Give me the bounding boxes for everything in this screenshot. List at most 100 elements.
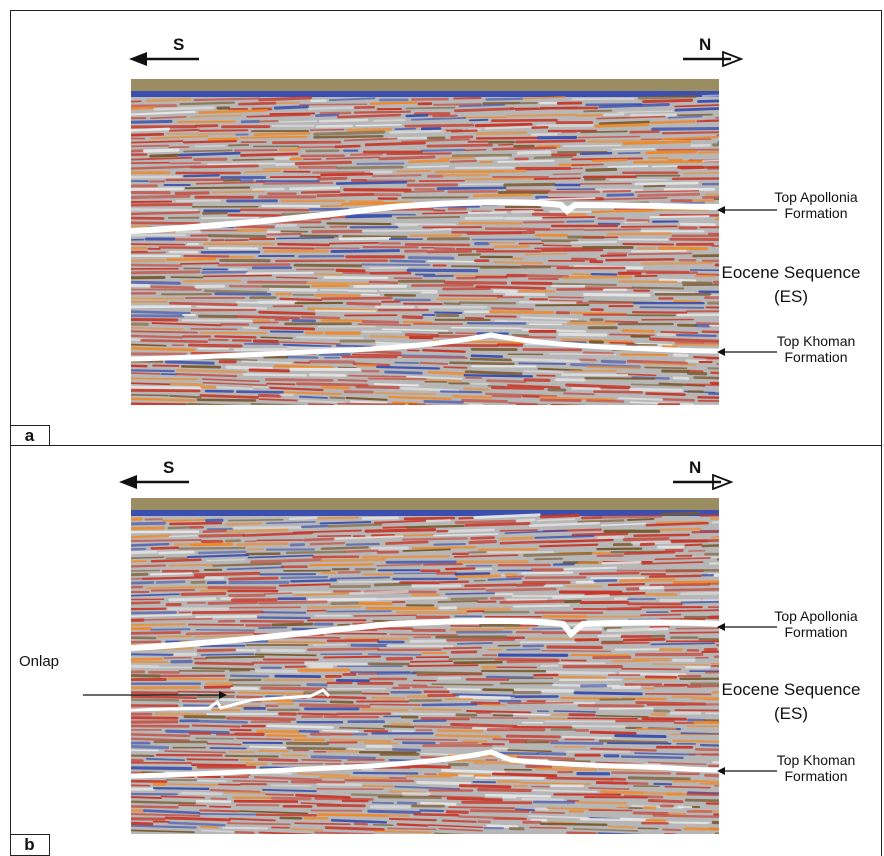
seismic-reflector	[262, 246, 315, 250]
seismic-reflector	[647, 799, 684, 804]
seismic-reflector	[263, 592, 293, 595]
seismic-reflector	[314, 831, 375, 834]
seismic-reflector	[394, 127, 417, 130]
seismic-reflector	[450, 135, 474, 139]
seismic-reflector	[344, 779, 415, 783]
seismic-reflector	[242, 531, 314, 537]
seismic-reflector	[641, 561, 704, 565]
seismic-reflector	[131, 211, 201, 216]
seismic-reflector	[593, 390, 643, 394]
seismic-reflector	[201, 270, 248, 274]
seismic-reflector	[513, 335, 557, 339]
seismic-reflector	[131, 698, 180, 702]
seismic-reflector	[562, 275, 633, 279]
seismic-reflector	[492, 146, 557, 151]
seismic-reflector	[552, 172, 582, 176]
seismic-reflector	[587, 139, 659, 143]
seismic-reflector	[183, 174, 220, 178]
seismic-reflector	[623, 550, 676, 556]
seismic-reflector	[226, 566, 284, 571]
seismic-reflector	[411, 546, 477, 550]
seismic-reflector	[183, 715, 226, 719]
seismic-reflector	[131, 127, 171, 132]
seismic-reflector	[438, 580, 470, 584]
seismic-reflector	[533, 177, 581, 181]
seismic-reflector	[598, 707, 654, 710]
seismic-reflector	[602, 112, 625, 116]
seismic-reflector	[232, 526, 303, 530]
seismic-reflector	[346, 301, 382, 306]
panel-a: S N Top Apollonia Formation Eocene Seque…	[9, 10, 882, 447]
seismic-reflector	[374, 830, 432, 834]
seismic-reflector	[697, 99, 719, 103]
seismic-reflector	[661, 131, 719, 135]
seismic-reflector	[411, 584, 462, 588]
seismic-reflector	[497, 143, 514, 146]
seismic-reflector	[622, 537, 670, 542]
seismic-reflector	[642, 362, 697, 366]
seismic-reflector	[150, 558, 202, 563]
seismic-reflector	[703, 341, 719, 344]
seismic-reflector	[526, 228, 585, 231]
seismic-reflector	[468, 118, 489, 122]
seismic-reflector	[577, 135, 641, 139]
seismic-reflector	[336, 113, 402, 119]
seismic-reflector	[202, 211, 228, 215]
seismic-reflector	[177, 690, 235, 694]
seismic-reflector	[320, 546, 369, 550]
seismic-reflector	[196, 648, 236, 652]
seismic-reflector	[611, 771, 672, 775]
seismic-reflector	[570, 240, 618, 244]
seismic-reflector	[402, 548, 451, 552]
seismic-reflector	[328, 738, 392, 743]
seismic-reflector	[591, 209, 656, 214]
seismic-reflector	[131, 263, 182, 267]
seismic-reflector	[474, 567, 493, 571]
seismic-reflector	[443, 280, 508, 285]
seismic-reflector	[461, 800, 533, 805]
seismic-reflector	[295, 793, 351, 799]
seismic-reflector	[349, 152, 384, 157]
horizon-top-khoman	[131, 332, 719, 362]
seismic-reflector	[303, 537, 335, 542]
seismic-reflector	[464, 522, 531, 527]
seismic-reflector	[645, 392, 686, 397]
seismic-reflector	[334, 535, 404, 540]
seismic-reflector	[693, 356, 719, 360]
seismic-reflector	[442, 173, 489, 177]
label-onlap: Onlap	[19, 653, 60, 670]
seismic-reflector	[131, 809, 146, 813]
seismic-reflector	[266, 382, 296, 386]
seismic-reflector	[421, 703, 478, 707]
seismic-reflector	[327, 523, 383, 528]
seismic-reflector	[270, 784, 312, 787]
seismic-reflector	[330, 249, 401, 253]
seismic-reflector	[590, 747, 657, 752]
seismic-reflector	[396, 801, 418, 805]
seismic-reflector	[392, 712, 456, 716]
seismic-reflector	[707, 764, 719, 768]
seismic-reflector	[131, 388, 201, 393]
seismic-reflector	[433, 103, 482, 106]
seismic-reflector	[470, 354, 504, 358]
seismic-reflector	[188, 343, 243, 348]
seismic-reflector	[528, 815, 588, 819]
seismic-reflector	[204, 389, 234, 393]
seismic-reflector	[150, 572, 193, 576]
seismic-reflector	[576, 114, 603, 117]
onlap-surface	[131, 688, 331, 712]
seismic-reflector	[391, 729, 415, 734]
seismic-reflector	[254, 653, 317, 657]
seismic-reflector	[458, 695, 511, 700]
seismic-reflector	[539, 543, 599, 548]
seismic-reflector	[473, 193, 533, 198]
seismic-reflector	[641, 261, 713, 266]
seismic-reflector	[360, 263, 431, 267]
seismic-reflector	[508, 320, 570, 324]
seismic-reflector	[369, 703, 421, 706]
seismic-reflector	[576, 801, 628, 805]
seismic-reflector	[192, 610, 264, 614]
seismic-reflector	[319, 775, 389, 780]
seismic-reflector	[433, 832, 467, 834]
seismic-reflector	[453, 554, 519, 558]
